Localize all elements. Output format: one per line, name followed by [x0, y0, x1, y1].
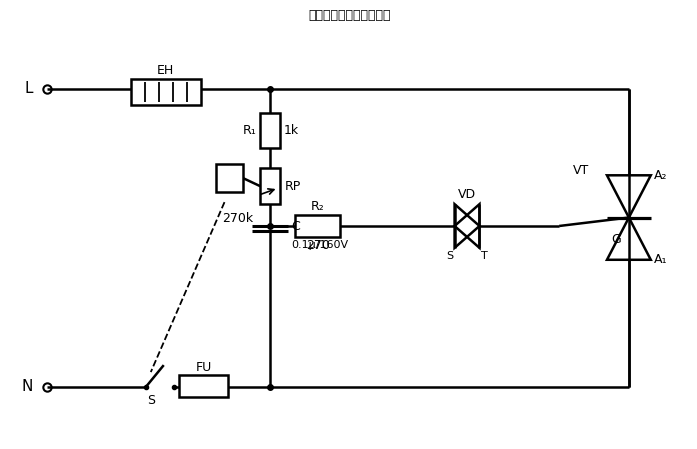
Text: R₁: R₁: [243, 124, 256, 137]
Text: 1k: 1k: [283, 124, 298, 137]
Bar: [215, 164, 243, 192]
Text: FU: FU: [195, 361, 212, 374]
Text: T: T: [481, 251, 488, 261]
Text: A₁: A₁: [654, 253, 667, 266]
Text: S: S: [147, 394, 155, 407]
Text: N: N: [22, 379, 33, 395]
Text: 270k: 270k: [222, 212, 254, 225]
Text: 双向晶闸管无级调压电路: 双向晶闸管无级调压电路: [309, 9, 391, 22]
Bar: [261, 168, 280, 204]
Text: R₂: R₂: [311, 200, 325, 213]
Text: 0.1μ/160V: 0.1μ/160V: [291, 240, 348, 250]
Bar: [296, 215, 340, 237]
Text: RP: RP: [284, 180, 300, 193]
Text: S: S: [446, 251, 453, 261]
Text: 270: 270: [306, 239, 330, 252]
Bar: [261, 113, 280, 149]
Text: G: G: [611, 233, 621, 246]
Text: VT: VT: [573, 164, 590, 177]
Bar: [178, 375, 229, 397]
Text: L: L: [25, 81, 33, 97]
Text: VD: VD: [457, 188, 475, 201]
Bar: [131, 79, 201, 105]
Text: C: C: [291, 220, 300, 233]
Text: A₂: A₂: [654, 169, 667, 182]
Text: EH: EH: [157, 65, 174, 78]
